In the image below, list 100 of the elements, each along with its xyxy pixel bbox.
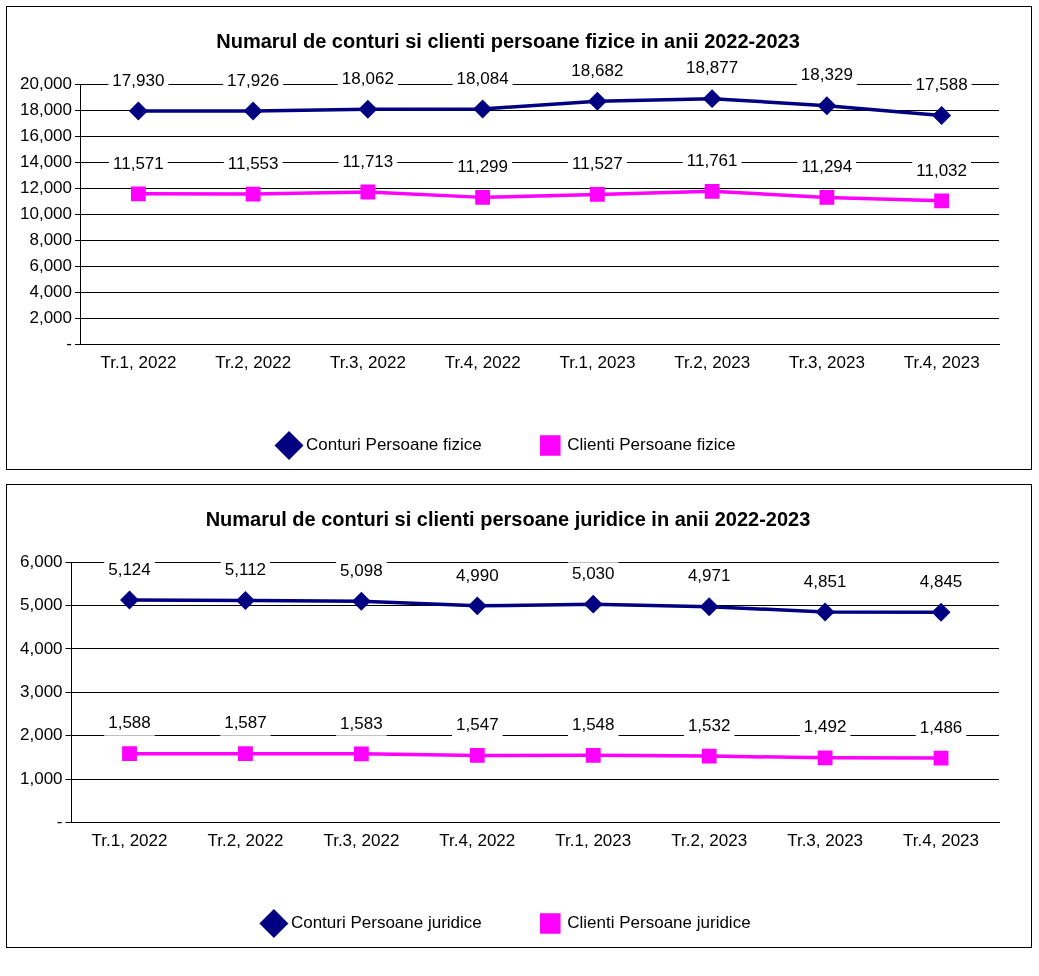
data-label: 4,845 [919, 571, 963, 591]
point [703, 89, 721, 108]
y-tick-label: 6,000 [19, 551, 63, 571]
point [468, 597, 487, 615]
legend-label: Conturi Persoane juridice [290, 913, 482, 933]
point [244, 102, 262, 120]
legend-label: Clienti Persoane fizice [567, 435, 736, 455]
point [819, 190, 835, 205]
y-tick-label: 4,000 [19, 638, 63, 658]
data-label: 17,930 [112, 70, 165, 90]
data-label: 11,032 [916, 160, 967, 180]
data-label: 11,713 [342, 151, 394, 171]
y-tick-label: 16,000 [20, 125, 72, 145]
data-label: 1,532 [687, 715, 731, 735]
y-tick-label: 2,000 [29, 308, 72, 328]
data-label: 5,098 [340, 560, 383, 580]
chart-title: Numarul de conturi si clienti persoane juridice in anii 2022-2023 [205, 507, 811, 530]
y-tick-label: 1,000 [19, 768, 63, 788]
data-label: 1,492 [803, 717, 847, 737]
data-label: 11,571 [113, 153, 164, 173]
point [584, 595, 602, 613]
data-label: 18,062 [341, 68, 394, 88]
x-tick-label: Tr.1, 2022 [91, 831, 168, 851]
x-tick-label: Tr.1, 2023 [555, 831, 632, 851]
y-tick-label: 8,000 [29, 230, 72, 250]
x-tick-label: Tr.4, 2022 [444, 353, 521, 373]
legend-label: Clienti Persoane juridice [567, 913, 751, 933]
y-tick-label: 18,000 [20, 99, 72, 119]
data-label: 5,030 [571, 563, 615, 583]
point [129, 102, 148, 120]
data-label: 11,553 [227, 153, 279, 173]
y-tick-label: - [66, 334, 72, 354]
x-tick-label: Tr.2, 2023 [674, 353, 751, 373]
point [238, 746, 253, 762]
point [700, 597, 718, 616]
data-label: 4,971 [687, 566, 731, 586]
data-label: 18,682 [571, 60, 624, 80]
data-label: 5,124 [108, 559, 151, 579]
point [816, 603, 834, 621]
point [934, 193, 950, 209]
point [588, 92, 607, 110]
point [704, 183, 720, 199]
point [359, 100, 377, 118]
x-tick-label: Tr.2, 2023 [671, 831, 748, 851]
x-tick-label: Tr.2, 2022 [215, 353, 292, 373]
data-label: 17,926 [227, 70, 280, 90]
point [360, 184, 376, 200]
data-label: 1,588 [108, 713, 151, 733]
x-tick-label: Tr.3, 2023 [787, 831, 864, 851]
point [122, 746, 137, 762]
data-label: 18,084 [456, 68, 509, 88]
point [469, 748, 485, 763]
y-tick-label: 10,000 [20, 203, 72, 223]
x-tick-label: Tr.1, 2023 [559, 353, 636, 373]
data-label: 11,761 [686, 151, 738, 171]
y-tick-label: 14,000 [20, 151, 72, 171]
x-tick-label: Tr.4, 2022 [439, 831, 516, 851]
y-tick-label: 4,000 [29, 282, 72, 302]
point [932, 106, 951, 125]
data-label: 18,329 [800, 65, 853, 85]
y-tick-label: 3,000 [19, 681, 63, 701]
data-label: 4,851 [803, 571, 847, 591]
x-tick-label: Tr.3, 2022 [323, 831, 400, 851]
x-tick-label: Tr.4, 2023 [903, 831, 979, 851]
point [818, 97, 836, 115]
data-label: 11,527 [572, 154, 623, 174]
data-label: 1,548 [571, 715, 615, 735]
point [932, 603, 950, 621]
x-tick-label: Tr.4, 2023 [903, 353, 980, 373]
point [933, 750, 949, 766]
point [353, 746, 369, 762]
data-label: 4,990 [456, 565, 499, 585]
data-label: 18,877 [686, 58, 739, 78]
y-tick-label: 2,000 [19, 725, 63, 745]
point [475, 189, 491, 205]
point [701, 748, 717, 764]
data-label: 17,588 [915, 75, 968, 95]
x-tick-label: Tr.3, 2023 [788, 353, 865, 373]
data-label: 11,299 [457, 157, 508, 177]
y-tick-label: 5,000 [19, 595, 63, 615]
point [236, 591, 255, 610]
point [589, 187, 605, 202]
y-tick-label: 6,000 [29, 256, 72, 276]
point [585, 747, 601, 763]
point [120, 591, 139, 609]
x-tick-label: Tr.1, 2022 [100, 353, 177, 373]
data-label: 1,587 [224, 713, 267, 733]
y-tick-label: - [56, 812, 63, 832]
y-tick-label: 12,000 [20, 177, 72, 197]
data-label: 11,294 [801, 157, 853, 177]
data-label: 5,112 [224, 560, 267, 580]
point [245, 186, 261, 202]
x-tick-label: Tr.2, 2022 [207, 831, 284, 851]
point [352, 592, 371, 610]
x-tick-label: Tr.3, 2022 [329, 353, 406, 373]
point [817, 750, 833, 766]
data-label: 1,547 [456, 715, 499, 735]
data-label: 1,486 [919, 717, 963, 737]
point [130, 186, 146, 202]
point [473, 100, 492, 118]
